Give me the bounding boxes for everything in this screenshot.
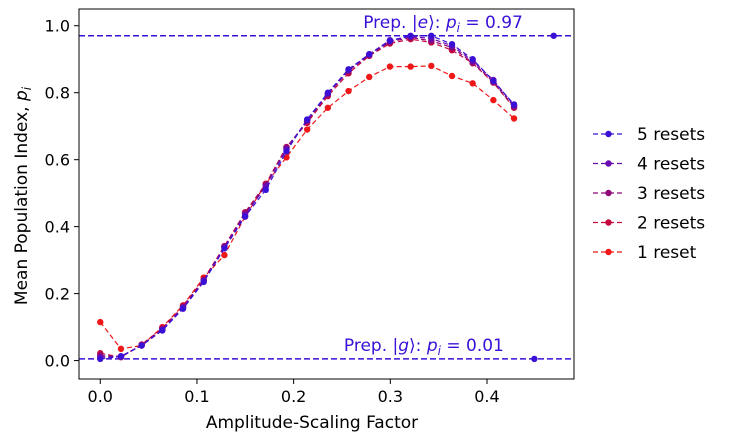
legend-entry-4: 1 reset xyxy=(593,243,697,263)
y-tick-label-0: 0.0 xyxy=(45,352,70,371)
y-axis-label-subscript: i xyxy=(20,86,34,90)
data-point-s4-18 xyxy=(469,80,476,87)
legend-swatch-marker-3 xyxy=(605,219,612,226)
data-point-s0-6 xyxy=(221,245,228,252)
excited-state-label-prefix: Prep. | xyxy=(363,13,417,33)
series-line-4 xyxy=(99,65,515,350)
excited-state-label-subscript: i xyxy=(457,21,461,35)
data-point-s4-17 xyxy=(448,72,456,80)
x-tick-label-4: 0.4 xyxy=(474,387,499,406)
y-tick-label-5: 1.0 xyxy=(45,17,70,36)
y-tick-label-4: 0.8 xyxy=(45,84,70,103)
excited-state-label-variable: p xyxy=(445,13,457,33)
data-point-s0-20 xyxy=(510,101,518,108)
ground-state-label-variable: p xyxy=(426,336,438,356)
plot-area xyxy=(79,32,574,363)
legend-label-0: 5 resets xyxy=(637,125,705,145)
data-point-s0-17 xyxy=(448,40,456,48)
data-point-s4-12 xyxy=(345,87,352,95)
excited-state-label-state: e xyxy=(418,13,428,33)
data-point-s4-9 xyxy=(283,154,290,161)
data-point-s4-1 xyxy=(117,345,125,353)
legend-swatch-marker-2 xyxy=(605,189,612,197)
data-point-s0-19 xyxy=(490,77,497,85)
data-point-s4-13 xyxy=(366,73,373,81)
y-axis-label-text: Mean Population Index, xyxy=(12,101,32,305)
data-point-s4-10 xyxy=(303,126,311,133)
data-point-s0-11 xyxy=(324,89,332,96)
x-axis-label: Amplitude-Scaling Factor xyxy=(206,413,418,433)
legend-entry-3: 2 resets xyxy=(593,214,705,234)
data-point-s4-6 xyxy=(221,251,228,259)
x-tick-label-2: 0.2 xyxy=(281,387,306,406)
axes-frame xyxy=(78,8,575,380)
y-tick-label-2: 0.4 xyxy=(45,218,70,237)
ground-state-label-prefix: Prep. | xyxy=(344,336,398,356)
data-point-s4-0 xyxy=(97,318,104,326)
y-tick-label-3: 0.6 xyxy=(45,151,70,170)
data-point-s0-13 xyxy=(366,51,373,58)
y-axis-label-variable: p xyxy=(12,90,32,102)
series-line-0 xyxy=(100,35,515,360)
legend-entry-0: 5 resets xyxy=(593,125,705,145)
legend-swatch-marker-1 xyxy=(605,160,612,167)
legend-label-3: 2 resets xyxy=(637,214,705,234)
data-point-s0-0 xyxy=(97,355,104,363)
legend-label-1: 4 resets xyxy=(637,155,705,175)
data-point-s0-15 xyxy=(407,32,414,39)
data-point-s0-16 xyxy=(428,32,435,39)
series-line-1 xyxy=(100,35,515,358)
reference-point-1 xyxy=(531,355,538,363)
series-line-2 xyxy=(100,36,515,358)
legend-entry-2: 3 resets xyxy=(593,184,705,204)
data-point-s0-2 xyxy=(138,342,145,349)
legend-entry-1: 4 resets xyxy=(593,155,705,175)
series-line-3 xyxy=(100,38,515,358)
y-tick-label-1: 0.2 xyxy=(45,285,70,304)
data-point-s4-16 xyxy=(428,62,435,70)
data-point-s4-11 xyxy=(324,104,332,111)
ground-state-label: Prep. |g⟩: pi = 0.01 xyxy=(344,336,504,358)
data-point-s0-12 xyxy=(345,66,352,73)
data-point-s4-15 xyxy=(407,63,414,70)
ground-state-label-subscript: i xyxy=(438,344,442,358)
data-point-s0-4 xyxy=(179,305,187,312)
axes: 0.0 0.1 0.2 0.3 0.4 0.0 0.2 0.4 0.6 0.8 1.0 xyxy=(45,8,575,406)
data-point-s4-14 xyxy=(386,63,394,70)
excited-state-label-mid: ⟩: xyxy=(428,13,446,33)
reference-point-0 xyxy=(550,32,557,39)
data-point-s0-5 xyxy=(200,278,207,286)
data-point-s0-14 xyxy=(386,37,394,45)
data-point-s0-7 xyxy=(241,213,249,220)
ground-state-label-mid: ⟩: xyxy=(409,336,427,356)
ground-state-label-state: g xyxy=(398,336,409,356)
data-point-s0-1 xyxy=(117,353,125,360)
ground-state-label-value: = 0.01 xyxy=(441,336,504,356)
x-tick-label-1: 0.1 xyxy=(184,387,209,406)
excited-state-label-value: = 0.97 xyxy=(460,13,523,33)
excited-state-label: Prep. |e⟩: pi = 0.97 xyxy=(363,13,523,35)
x-tick-label-3: 0.3 xyxy=(378,387,403,406)
legend-swatch-marker-4 xyxy=(605,248,612,256)
legend-label-2: 3 resets xyxy=(637,184,705,204)
data-point-s4-20 xyxy=(510,115,518,122)
reference-labels: Prep. |e⟩: pi = 0.97 Prep. |g⟩: pi = 0.0… xyxy=(344,13,523,358)
legend-swatch-marker-0 xyxy=(605,130,612,138)
legend-label-4: 1 reset xyxy=(637,243,697,263)
y-axis-label: Mean Population Index, pi xyxy=(12,86,34,305)
data-point-s0-9 xyxy=(283,148,290,155)
data-point-s4-19 xyxy=(490,96,497,104)
x-tick-label-0: 0.0 xyxy=(88,387,113,406)
data-point-s0-10 xyxy=(303,116,311,123)
data-point-s0-3 xyxy=(159,327,166,334)
data-point-s0-8 xyxy=(262,186,269,194)
legend: 5 resets 4 resets 3 resets 2 resets 1 reset xyxy=(593,125,705,263)
data-point-s0-18 xyxy=(469,56,476,63)
